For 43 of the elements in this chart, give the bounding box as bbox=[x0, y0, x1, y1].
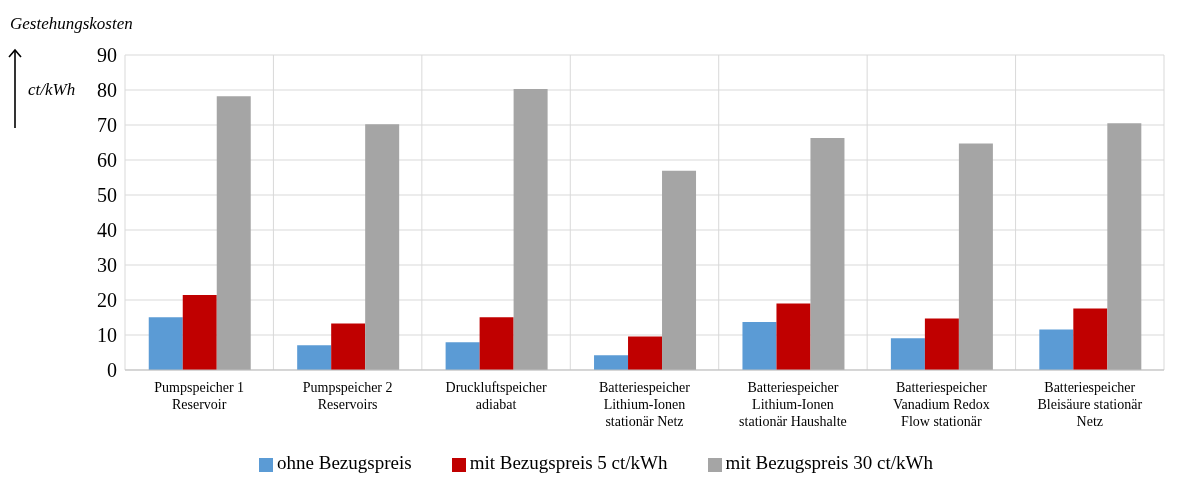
x-tick-label: Batteriespeicher Lithium-Ionen stationär Netz bbox=[599, 380, 691, 429]
y-tick-label: 20 bbox=[97, 289, 117, 312]
y-tick-label: 30 bbox=[97, 254, 117, 277]
x-tick-label: Druckluftspeicher adiabat bbox=[445, 380, 547, 412]
bar bbox=[479, 317, 514, 370]
bar bbox=[958, 143, 993, 370]
legend-label: mit Bezugspreis 30 ct/kWh bbox=[725, 452, 933, 473]
y-axis-title: Gestehungskosten bbox=[10, 14, 133, 34]
bar bbox=[513, 88, 548, 370]
x-tick-label: Batteriespeicher Bleisäure stationär Netz bbox=[1037, 380, 1143, 429]
legend-label: mit Bezugspreis 5 ct/kWh bbox=[469, 452, 668, 473]
bar bbox=[890, 338, 925, 370]
bar bbox=[331, 323, 366, 370]
x-tick-label: Batteriespeicher Vanadium Redox Flow stationär bbox=[892, 380, 990, 429]
bar bbox=[297, 345, 332, 370]
bar bbox=[924, 318, 959, 370]
bar bbox=[662, 170, 697, 370]
bar bbox=[148, 317, 183, 370]
bar bbox=[1073, 308, 1108, 370]
bar bbox=[216, 96, 251, 370]
legend-label: ohne Bezugspreis bbox=[277, 452, 412, 473]
bar bbox=[1039, 329, 1074, 370]
y-tick-label: 70 bbox=[97, 114, 117, 137]
y-tick-label: 0 bbox=[107, 359, 117, 382]
y-tick-label: 60 bbox=[97, 149, 117, 172]
y-tick-label: 40 bbox=[97, 219, 117, 242]
bar bbox=[182, 295, 217, 370]
x-tick-label: Pumpspeicher 1 Reservoir bbox=[154, 380, 245, 412]
y-tick-label: 10 bbox=[97, 324, 117, 347]
x-tick-label: Batteriespeicher Lithium-Ionen stationär Haushalte bbox=[739, 380, 847, 429]
text: ct/kWh bbox=[28, 80, 76, 100]
bar bbox=[365, 124, 400, 370]
bar bbox=[594, 355, 629, 370]
bar bbox=[776, 303, 811, 370]
y-tick-label: 90 bbox=[97, 44, 117, 67]
bar bbox=[742, 322, 777, 370]
bar bbox=[1107, 123, 1142, 370]
y-tick-label: 50 bbox=[97, 184, 117, 207]
bar bbox=[445, 342, 480, 370]
bar bbox=[810, 137, 845, 370]
y-tick-label: 80 bbox=[97, 79, 117, 102]
bar bbox=[628, 336, 663, 370]
x-tick-label: Pumpspeicher 2 Reservoirs bbox=[302, 380, 393, 412]
